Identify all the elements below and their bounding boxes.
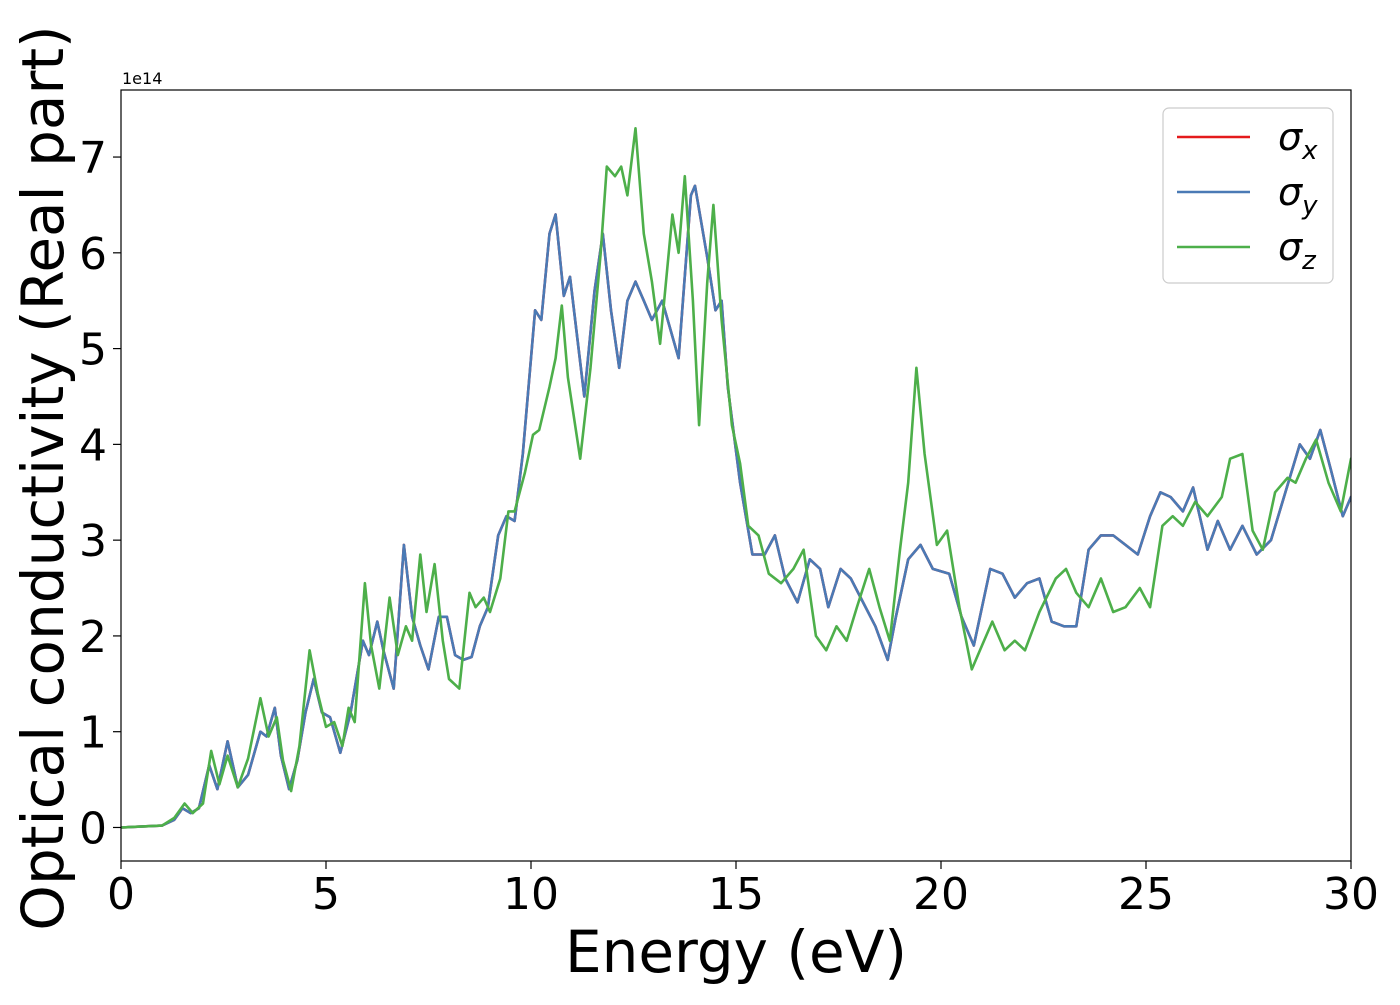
series-line-z (121, 127, 1351, 829)
y-tick-label: 5 (79, 325, 107, 376)
y-axis: 0 1 2 3 4 5 6 7 (79, 133, 121, 854)
series-line-y (121, 184, 1351, 829)
x-tick-label: 5 (312, 869, 340, 920)
x-tick-label: 0 (107, 869, 135, 920)
x-axis-title: Energy (eV) (565, 918, 907, 986)
y-tick-label: 4 (79, 420, 107, 471)
x-tick-label: 30 (1323, 869, 1379, 920)
y-tick-label: 7 (79, 133, 107, 184)
y-tick-label: 6 (79, 229, 107, 280)
y-tick-label: 1 (79, 708, 107, 759)
x-tick-label: 10 (503, 869, 559, 920)
legend-box (1162, 107, 1334, 284)
y-tick-label: 2 (79, 612, 107, 663)
x-axis: 0 5 10 15 20 25 30 (107, 861, 1379, 920)
series-layer (121, 127, 1351, 829)
y-tick-label: 3 (79, 516, 107, 567)
y-offset-label: 1e14 (122, 69, 162, 88)
x-tick-label: 25 (1118, 869, 1174, 920)
x-tick-label: 20 (913, 869, 969, 920)
y-axis-title: Optical conductivity (Real part) (9, 25, 77, 930)
x-tick-label: 15 (708, 869, 764, 920)
y-tick-label: 0 (79, 803, 107, 854)
